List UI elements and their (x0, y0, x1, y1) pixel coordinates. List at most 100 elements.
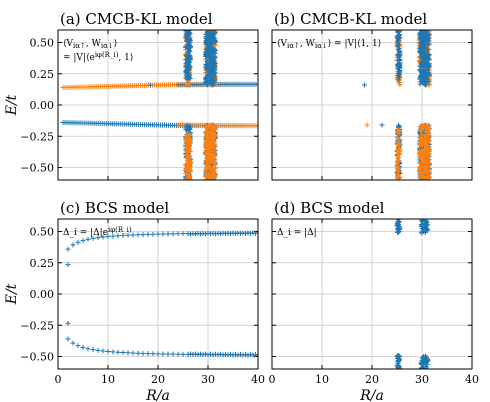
data-point (205, 42, 211, 48)
data-point (205, 140, 211, 146)
data-point (212, 132, 218, 138)
data-point (426, 72, 432, 78)
data-point (422, 158, 428, 164)
data-point (184, 64, 190, 70)
data-point (155, 231, 161, 237)
data-point (418, 59, 424, 65)
data-point (395, 357, 401, 363)
data-point (218, 351, 223, 357)
data-point (140, 232, 146, 238)
data-point (210, 46, 216, 52)
data-point (204, 58, 210, 64)
data-point (211, 172, 217, 178)
data-point (95, 347, 101, 353)
data-marks (394, 219, 431, 369)
data-point (187, 55, 193, 61)
data-point (207, 125, 213, 131)
data-point (145, 231, 151, 237)
data-point (218, 231, 223, 237)
data-point (204, 65, 210, 71)
data-point (186, 30, 192, 34)
data-point (424, 175, 430, 180)
data-point (203, 231, 208, 237)
panel-annotation: ⟨Viα↑​, Wiα↓​⟩ = |V|⟨1, 1⟩ (277, 39, 381, 50)
data-point (417, 75, 423, 81)
data-point (417, 63, 423, 69)
data-point (204, 133, 210, 139)
data-point (395, 220, 401, 226)
data-point (150, 351, 156, 357)
data-point (426, 168, 432, 174)
data-point (225, 352, 231, 358)
data-point (426, 123, 432, 129)
data-point (185, 49, 191, 55)
data-point (207, 131, 213, 137)
y-tick-label: −0.50 (20, 351, 54, 364)
data-point (228, 231, 233, 237)
y-tick-label: 0.50 (30, 37, 55, 50)
data-point (396, 32, 402, 38)
y-tick-label: 0.25 (30, 257, 55, 270)
data-point (212, 69, 218, 75)
data-point (213, 351, 218, 357)
data-point (209, 142, 215, 148)
data-point (188, 231, 193, 237)
data-point (420, 80, 426, 86)
data-point (75, 343, 81, 349)
data-point (235, 230, 241, 236)
data-point (418, 69, 424, 75)
data-point (210, 147, 216, 153)
panel-annotation: Δ_i = |Δ| (277, 228, 317, 238)
data-point (424, 77, 430, 83)
data-point (223, 231, 228, 237)
data-point (420, 51, 426, 57)
data-point (209, 122, 215, 128)
panel-title: (a) CMCB-KL model (60, 10, 213, 28)
data-point (426, 33, 432, 39)
y-axis-label: E/t (4, 94, 20, 116)
data-point (235, 352, 241, 358)
data-point (424, 361, 430, 367)
x-tick-label: 10 (101, 373, 115, 386)
data-point (209, 155, 215, 161)
panel-2: −0.50 −0.25 0.00 0.25 0.50 0 10 20 30 40 (c) BCS m… (4, 199, 265, 402)
data-point (423, 137, 429, 143)
panel-1: (b) CMCB-KL model ⟨Viα↑​, Wiα↓​⟩ = |V|⟨1,… (271, 10, 473, 181)
data-point (206, 65, 212, 71)
panel-3: 0 10 20 30 40 (d) BCS model Δ_i = |Δ| R/a (269, 199, 480, 402)
data-point (396, 72, 402, 78)
data-point (419, 224, 425, 230)
data-point (395, 38, 401, 44)
data-point (212, 159, 218, 165)
data-point (208, 33, 214, 39)
data-point (423, 31, 429, 37)
x-tick-label: 40 (251, 373, 265, 386)
data-point (186, 38, 192, 44)
data-point (187, 45, 193, 51)
axes-frame (57, 218, 259, 370)
data-point (211, 62, 217, 68)
data-point (223, 351, 228, 357)
data-point (419, 166, 425, 172)
data-point (243, 352, 248, 358)
data-point (100, 234, 106, 240)
panel-annotation: ⟨Viα↑​, Wiα↓​⟩ (63, 39, 117, 50)
data-point (160, 231, 166, 237)
data-point (203, 166, 209, 172)
data-point (418, 365, 424, 369)
data-point (65, 320, 71, 326)
data-point (209, 129, 215, 135)
data-point (184, 136, 190, 142)
data-point (207, 71, 213, 77)
data-point (105, 234, 111, 240)
data-point (208, 168, 214, 174)
data-point (183, 43, 189, 49)
x-tick-label: 40 (465, 373, 479, 386)
data-point (95, 235, 101, 241)
data-marks (60, 30, 258, 180)
data-point (186, 124, 192, 130)
data-point (212, 78, 218, 84)
data-point (419, 33, 425, 39)
x-tick-label: 10 (315, 373, 329, 386)
